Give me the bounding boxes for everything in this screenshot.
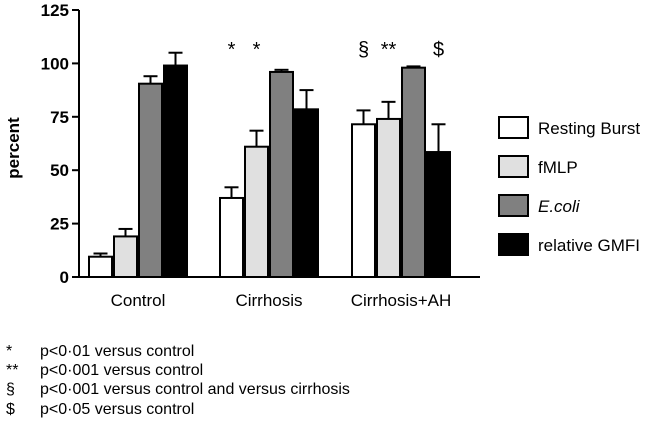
significance-mark: $ <box>433 39 444 61</box>
footnote-row: * p<0·01 versus control <box>6 342 350 361</box>
legend-swatch <box>498 194 529 217</box>
bar <box>426 151 451 279</box>
footnote-row: ** p<0·001 versus control <box>6 361 350 380</box>
y-tick-label: 0 <box>60 268 69 287</box>
footnote-text: p<0·001 versus control and versus cirrho… <box>40 381 350 399</box>
y-tick-label: 75 <box>50 108 69 127</box>
bar <box>401 66 426 278</box>
y-tick-label: 25 <box>50 215 69 234</box>
footnote-text: p<0·05 versus control <box>40 400 195 418</box>
footnote-row: $ p<0·05 versus control <box>6 400 350 419</box>
legend-swatch <box>498 116 529 139</box>
footnote-row: § p<0·001 versus control and versus cirr… <box>6 380 350 399</box>
significance-mark: * <box>228 39 236 61</box>
y-axis-label: percent <box>4 117 23 179</box>
bar <box>88 255 113 279</box>
x-category-label: Cirrhosis+AH <box>351 291 452 310</box>
legend-label: E.coli <box>538 197 581 216</box>
bar-chart: 0 25 50 75 100 125 percent Control Cirrhosis Cirr… <box>4 1 640 310</box>
bar <box>244 145 269 278</box>
footnote-symbol: * <box>6 343 13 360</box>
bar <box>376 117 401 278</box>
y-tick-label: 100 <box>41 54 69 73</box>
y-tick-label: 125 <box>41 1 69 20</box>
footnote-text: p<0·01 versus control <box>40 343 195 360</box>
bar <box>113 235 138 278</box>
bar <box>294 108 319 278</box>
bar <box>219 196 244 278</box>
bar <box>269 70 294 278</box>
legend-swatch <box>498 155 529 178</box>
x-category-label: Cirrhosis <box>235 291 302 310</box>
bar <box>138 82 163 278</box>
legend-label: fMLP <box>538 158 578 177</box>
y-tick-label: 50 <box>50 161 69 180</box>
footnote-text: p<0·001 versus control <box>40 362 204 380</box>
footnotes: * p<0·01 versus control ** p<0·001 versu… <box>6 342 350 419</box>
legend-swatch <box>498 233 529 256</box>
significance-mark: § <box>358 39 369 61</box>
significance-mark: ** <box>381 39 397 61</box>
legend-label: relative GMFI <box>538 236 640 255</box>
footnote-symbol: § <box>6 381 15 399</box>
significance-mark: * <box>253 39 261 61</box>
bar <box>351 123 376 278</box>
legend-label: Resting Burst <box>538 119 640 138</box>
footnote-symbol: ** <box>6 362 19 380</box>
footnote-symbol: $ <box>6 400 15 418</box>
x-category-label: Control <box>111 291 166 310</box>
bar <box>163 64 188 279</box>
